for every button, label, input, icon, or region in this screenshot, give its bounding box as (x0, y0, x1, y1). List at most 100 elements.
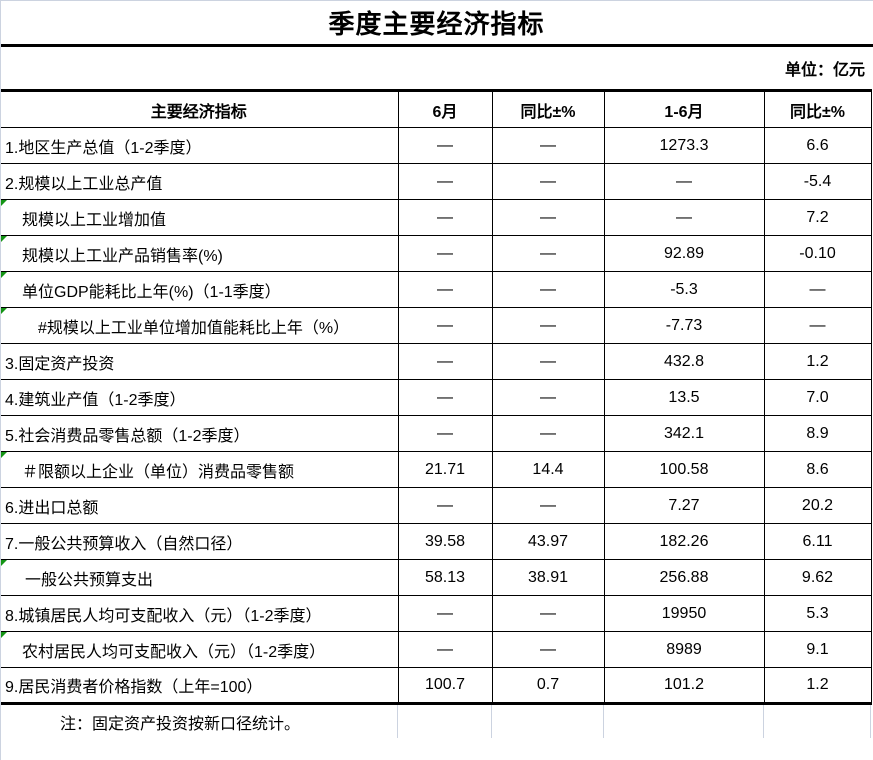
header-cell-june[interactable]: 6月 (397, 90, 493, 128)
value-cell[interactable]: 6.11 (763, 523, 872, 560)
empty-cell[interactable] (604, 705, 764, 738)
value-cell[interactable]: — (397, 343, 493, 380)
indicator-cell[interactable]: 1.地区生产总值（1-2季度） (0, 127, 399, 164)
value-cell[interactable]: -5.4 (763, 163, 872, 200)
value-cell[interactable]: 20.2 (763, 487, 872, 524)
indicator-label: 6.进出口总额 (5, 499, 99, 517)
indicator-cell[interactable]: 一般公共预算支出 (0, 559, 399, 596)
value-cell[interactable]: — (603, 163, 765, 200)
cell-error-marker (0, 632, 7, 639)
value-cell[interactable]: — (491, 487, 605, 524)
value-cell[interactable]: — (397, 379, 493, 416)
value-cell[interactable]: 0.7 (491, 667, 605, 704)
header-cell-yoy-jan-june[interactable]: 同比±% (763, 90, 872, 128)
value-cell[interactable]: 8.6 (763, 451, 872, 488)
value-cell[interactable]: 182.26 (603, 523, 765, 560)
indicator-cell[interactable]: 农村居民人均可支配收入（元）（1-2季度） (0, 631, 399, 668)
value-cell[interactable]: 256.88 (603, 559, 765, 596)
value-cell[interactable]: 8989 (603, 631, 765, 668)
value-cell[interactable]: 7.2 (763, 199, 872, 236)
value-cell[interactable]: — (491, 307, 605, 344)
value-cell[interactable]: — (491, 595, 605, 632)
value-cell[interactable]: 14.4 (491, 451, 605, 488)
note-row: 注：固定资产投资按新口径统计。 (0, 705, 871, 738)
title-row[interactable]: 季度主要经济指标 (0, 0, 873, 44)
table-row: 4.建筑业产值（1-2季度） — — 13.5 7.0 (0, 379, 872, 416)
value-cell[interactable]: 43.97 (491, 523, 605, 560)
value-cell[interactable]: 432.8 (603, 343, 765, 380)
value-cell[interactable]: — (763, 307, 872, 344)
header-cell-yoy-june[interactable]: 同比±% (491, 90, 605, 128)
value-cell[interactable]: — (397, 415, 493, 452)
value-cell[interactable]: 9.1 (763, 631, 872, 668)
value-cell[interactable]: 8.9 (763, 415, 872, 452)
value-cell[interactable]: — (491, 415, 605, 452)
value-cell[interactable]: 100.58 (603, 451, 765, 488)
indicator-cell[interactable]: 3.固定资产投资 (0, 343, 399, 380)
value-cell[interactable]: 101.2 (603, 667, 765, 704)
indicator-cell[interactable]: 4.建筑业产值（1-2季度） (0, 379, 399, 416)
value-cell[interactable]: 1.2 (763, 343, 872, 380)
header-cell-jan-june[interactable]: 1-6月 (603, 90, 765, 128)
value-cell[interactable]: — (491, 127, 605, 164)
header-cell-indicator[interactable]: 主要经济指标 (0, 90, 399, 128)
value-cell[interactable]: — (603, 199, 765, 236)
value-cell[interactable]: 38.91 (491, 559, 605, 596)
indicator-cell[interactable]: 单位GDP能耗比上年(%)（1-1季度） (0, 271, 399, 308)
value-cell[interactable]: -5.3 (603, 271, 765, 308)
indicator-cell[interactable]: 6.进出口总额 (0, 487, 399, 524)
empty-cell[interactable] (764, 705, 871, 738)
value-cell[interactable]: — (397, 163, 493, 200)
value-cell[interactable]: — (397, 127, 493, 164)
value-cell[interactable]: 7.27 (603, 487, 765, 524)
value-cell[interactable]: — (397, 307, 493, 344)
value-cell[interactable]: 13.5 (603, 379, 765, 416)
value-cell[interactable]: 100.7 (397, 667, 493, 704)
value-cell[interactable]: — (491, 271, 605, 308)
value-cell[interactable]: — (397, 595, 493, 632)
value-cell[interactable]: -7.73 (603, 307, 765, 344)
value-cell[interactable]: 6.6 (763, 127, 872, 164)
value-cell[interactable]: 58.13 (397, 559, 493, 596)
table-row: 6.进出口总额 — — 7.27 20.2 (0, 487, 872, 524)
indicator-cell[interactable]: #规模以上工业单位增加值能耗比上年（%） (0, 307, 399, 344)
indicator-cell[interactable]: 9.居民消费者价格指数（上年=100） (0, 667, 399, 704)
indicator-cell[interactable]: 5.社会消费品零售总额（1-2季度） (0, 415, 399, 452)
value-cell[interactable]: 92.89 (603, 235, 765, 272)
value-cell[interactable]: 19950 (603, 595, 765, 632)
indicator-label: 农村居民人均可支配收入（元）（1-2季度） (22, 643, 326, 661)
value-cell[interactable]: — (491, 235, 605, 272)
value-cell[interactable]: — (491, 199, 605, 236)
indicator-cell[interactable]: 规模以上工业增加值 (0, 199, 399, 236)
indicator-cell[interactable]: ＃限额以上企业（单位）消费品零售额 (0, 451, 399, 488)
value-cell[interactable]: — (491, 379, 605, 416)
value-cell[interactable]: 5.3 (763, 595, 872, 632)
value-cell[interactable]: — (397, 199, 493, 236)
value-cell[interactable]: — (763, 271, 872, 308)
unit-row[interactable]: 单位：亿元 (0, 47, 873, 89)
cell-error-marker (0, 272, 7, 279)
note-cell[interactable]: 注：固定资产投资按新口径统计。 (0, 705, 398, 738)
empty-cell[interactable] (398, 705, 492, 738)
indicator-cell[interactable]: 8.城镇居民人均可支配收入（元）（1-2季度） (0, 595, 399, 632)
value-cell[interactable]: 1.2 (763, 667, 872, 704)
value-cell[interactable]: 7.0 (763, 379, 872, 416)
indicator-cell[interactable]: 2.规模以上工业总产值 (0, 163, 399, 200)
value-cell[interactable]: 9.62 (763, 559, 872, 596)
value-cell[interactable]: — (491, 631, 605, 668)
value-cell[interactable]: — (397, 271, 493, 308)
value-cell[interactable]: — (397, 631, 493, 668)
value-cell[interactable]: 39.58 (397, 523, 493, 560)
value-cell[interactable]: — (491, 343, 605, 380)
value-cell[interactable]: — (397, 487, 493, 524)
indicator-cell[interactable]: 7.一般公共预算收入（自然口径） (0, 523, 399, 560)
value-cell[interactable]: 1273.3 (603, 127, 765, 164)
value-cell[interactable]: — (491, 163, 605, 200)
value-cell[interactable]: -0.10 (763, 235, 872, 272)
value-cell[interactable]: 342.1 (603, 415, 765, 452)
indicator-label: #规模以上工业单位增加值能耗比上年（%） (38, 319, 350, 337)
value-cell[interactable]: — (397, 235, 493, 272)
indicator-cell[interactable]: 规模以上工业产品销售率(%) (0, 235, 399, 272)
empty-cell[interactable] (492, 705, 604, 738)
value-cell[interactable]: 21.71 (397, 451, 493, 488)
